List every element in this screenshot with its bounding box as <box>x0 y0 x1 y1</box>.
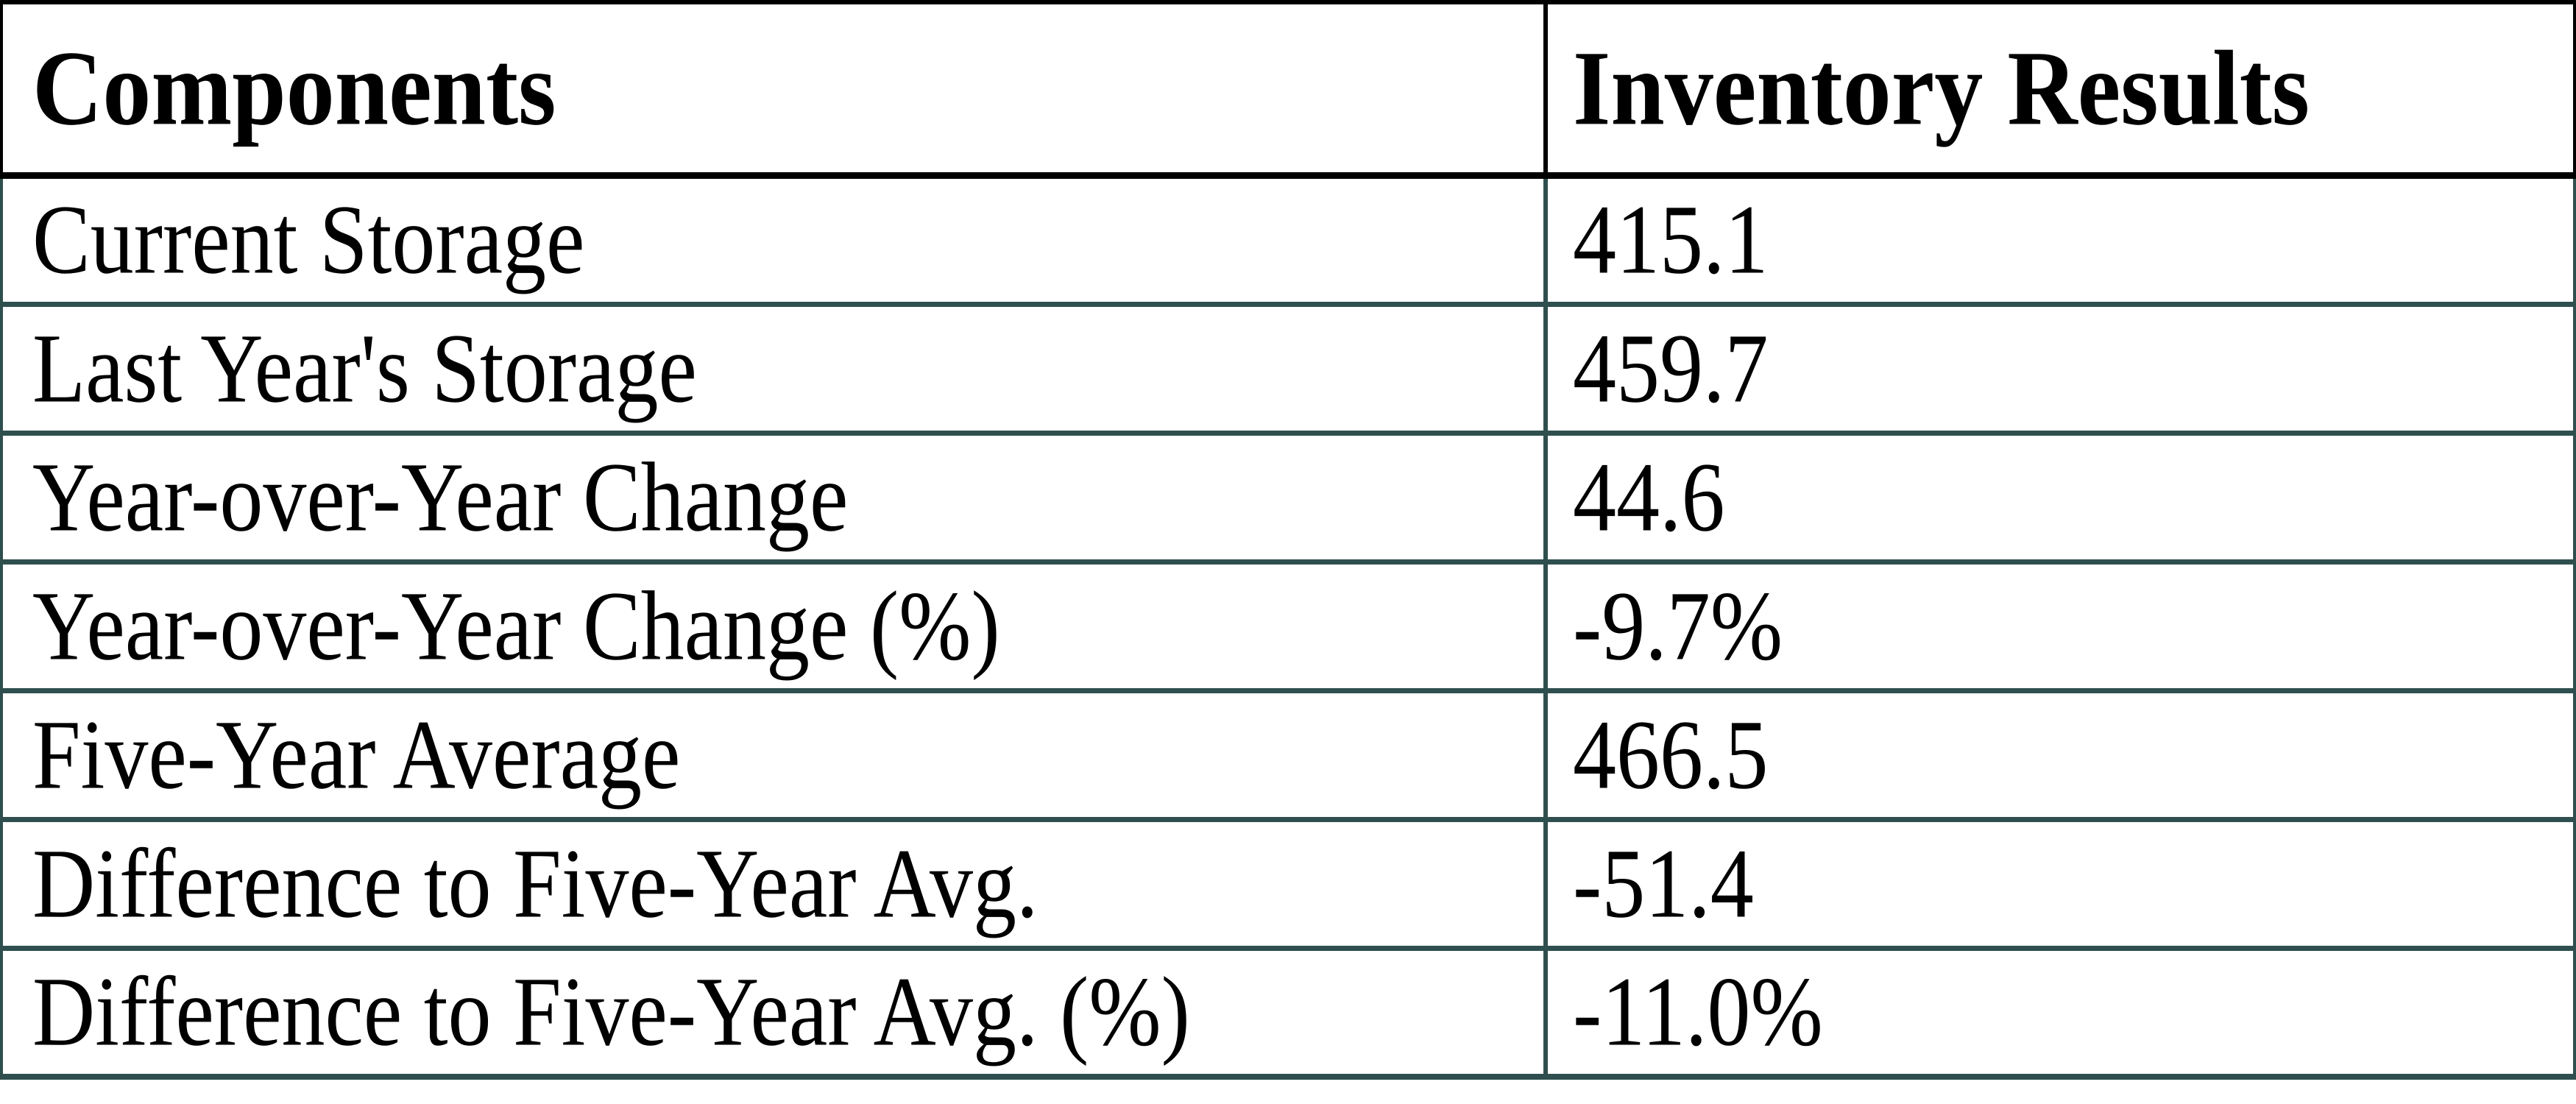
value-cell: 415.1 <box>1546 175 2576 307</box>
value-text: 44.6 <box>1573 442 1725 552</box>
table-row: Difference to Five-Year Avg. -51.4 <box>0 819 2576 951</box>
table-row: Current Storage 415.1 <box>0 175 2576 307</box>
component-label: Difference to Five-Year Avg. <box>32 828 1038 938</box>
component-label: Difference to Five-Year Avg. (%) <box>32 957 1190 1067</box>
value-text: 466.5 <box>1573 699 1769 810</box>
inventory-table: Components Inventory Results Current Sto… <box>0 0 2576 1080</box>
value-cell: -51.4 <box>1546 819 2576 951</box>
table-row: Last Year's Storage 459.7 <box>0 304 2576 436</box>
component-cell: Year-over-Year Change <box>0 433 1548 565</box>
value-cell: 459.7 <box>1546 304 2576 436</box>
value-cell: 466.5 <box>1546 690 2576 822</box>
component-cell: Difference to Five-Year Avg. (%) <box>0 948 1548 1080</box>
component-cell: Difference to Five-Year Avg. <box>0 819 1548 951</box>
component-cell: Year-over-Year Change (%) <box>0 562 1548 693</box>
component-label: Last Year's Storage <box>32 313 697 423</box>
value-cell: -11.0% <box>1546 948 2576 1080</box>
component-label: Current Storage <box>32 184 585 295</box>
value-cell: 44.6 <box>1546 433 2576 565</box>
table-row: Difference to Five-Year Avg. (%) -11.0% <box>0 948 2576 1080</box>
value-text: -51.4 <box>1573 828 1754 938</box>
component-label: Year-over-Year Change <box>32 442 849 552</box>
column-header-components-label: Components <box>32 28 556 148</box>
header-row: Components Inventory Results <box>0 0 2576 179</box>
table-row: Year-over-Year Change 44.6 <box>0 433 2576 565</box>
table-row: Year-over-Year Change (%) -9.7% <box>0 562 2576 693</box>
component-label: Year-over-Year Change (%) <box>32 570 1000 681</box>
value-text: 415.1 <box>1573 184 1769 295</box>
column-header-inventory-results: Inventory Results <box>1546 0 2576 179</box>
component-cell: Five-Year Average <box>0 690 1548 822</box>
value-text: -11.0% <box>1573 957 1823 1067</box>
component-label: Five-Year Average <box>32 699 681 810</box>
column-header-inventory-results-label: Inventory Results <box>1573 28 2310 148</box>
component-cell: Last Year's Storage <box>0 304 1548 436</box>
component-cell: Current Storage <box>0 175 1548 307</box>
column-header-components: Components <box>0 0 1548 179</box>
table-row: Five-Year Average 466.5 <box>0 690 2576 822</box>
value-cell: -9.7% <box>1546 562 2576 693</box>
value-text: -9.7% <box>1573 570 1783 681</box>
value-text: 459.7 <box>1573 313 1769 423</box>
